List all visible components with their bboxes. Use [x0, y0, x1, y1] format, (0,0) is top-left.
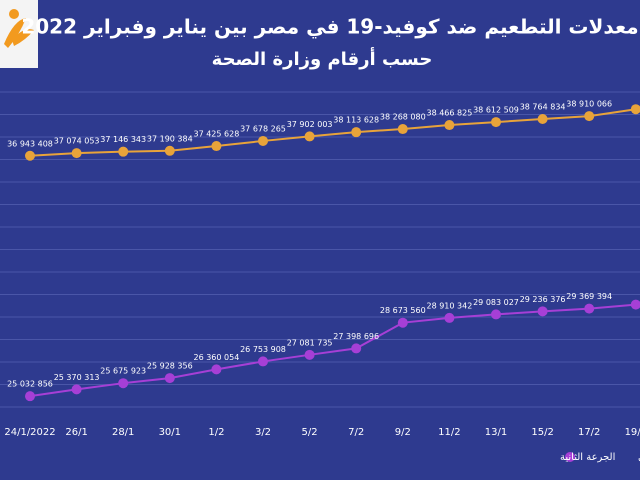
data-label: 37 425 628	[193, 130, 239, 139]
data-label: 36 943 408	[7, 139, 53, 148]
data-point	[258, 135, 268, 146]
grid	[0, 91, 640, 408]
data-point	[630, 299, 640, 310]
series-line	[29, 108, 636, 157]
data-label: 27 081 735	[287, 338, 333, 347]
data-label: 37 074 053	[54, 137, 100, 146]
data-point	[351, 343, 362, 354]
data-point	[491, 309, 501, 320]
data-label: 38 910 066	[566, 100, 612, 109]
x-tick-label: 9/2	[395, 427, 411, 438]
data-label: 25 370 313	[54, 373, 100, 382]
data-point	[444, 312, 455, 323]
data-label: 26 360 054	[193, 353, 239, 362]
data-label: 37 190 384	[147, 134, 193, 143]
data-label: 28 673 560	[380, 306, 426, 315]
legend-label: الجرعة الثانية	[560, 452, 615, 463]
data-point	[351, 127, 362, 138]
data-point	[397, 124, 408, 135]
data-label: 29 083 027	[473, 298, 519, 307]
plot: 24/1/2022 26/1 28/1 30/1 1/2 3/2 5/2 7/2 9/2 11/2…	[4, 100, 640, 438]
chart-subtitle: حسب أرقام وزارة الصحة	[212, 47, 433, 70]
x-tick-label: 17/2	[578, 427, 600, 438]
data-point	[584, 111, 595, 122]
data-label: 37 902 003	[287, 120, 333, 129]
data-point	[211, 141, 222, 152]
legend: الجرعة الأولى الجرعة الثانية	[560, 450, 640, 463]
data-point	[118, 378, 129, 389]
data-point	[164, 145, 175, 156]
data-point	[71, 384, 82, 395]
x-tick-label: 11/2	[438, 427, 460, 438]
x-tick-label: 7/2	[348, 427, 364, 438]
data-point	[71, 148, 82, 159]
data-point	[258, 356, 268, 367]
data-point	[25, 150, 35, 161]
data-point	[118, 146, 129, 157]
data-point	[164, 373, 175, 384]
data-label: 38 612 509	[473, 106, 519, 115]
series-line	[29, 303, 636, 398]
x-tick-label: 19/2	[625, 427, 640, 438]
data-point	[25, 391, 35, 402]
data-label: 25 032 856	[7, 380, 53, 389]
x-tick-label: 24/1/2022	[4, 427, 55, 438]
x-tick-label: 28/1	[112, 427, 134, 438]
data-point	[304, 131, 315, 142]
legend-marker	[565, 452, 575, 462]
data-label: 29 236 376	[520, 295, 566, 304]
data-label: 26 753 908	[240, 345, 286, 354]
data-point	[304, 349, 315, 360]
data-label: 29 369 394	[566, 292, 612, 301]
x-tick-label: 26/1	[65, 427, 87, 438]
x-tick-label: 5/2	[302, 427, 318, 438]
data-point	[444, 120, 455, 131]
data-label: 25 928 356	[147, 362, 193, 371]
x-tick-label: 15/2	[531, 427, 553, 438]
data-point	[630, 104, 640, 115]
data-label: 25 675 923	[100, 367, 146, 376]
data-point	[211, 364, 222, 375]
data-label: 38 268 080	[380, 113, 426, 122]
data-point	[397, 317, 408, 328]
data-point	[491, 117, 501, 128]
data-point	[537, 306, 548, 317]
logo	[0, 0, 38, 68]
data-label: 38 113 628	[333, 116, 379, 125]
data-label: 37 146 343	[100, 135, 146, 144]
legend-label: الجرعة الأولى	[638, 450, 640, 463]
data-label: 28 910 342	[426, 301, 472, 310]
data-label: 27 398 696	[333, 332, 379, 341]
x-tick-label: 1/2	[208, 427, 224, 438]
x-tick-label: 13/1	[485, 427, 507, 438]
data-label: 38 764 834	[520, 103, 566, 112]
x-tick-label: 30/1	[159, 427, 181, 438]
data-point	[584, 303, 595, 314]
chart-title: معدلات التطعيم ضد كوفيد-19 في مصر بين ين…	[21, 15, 638, 40]
data-label: 38 466 825	[426, 109, 472, 118]
data-point	[537, 114, 548, 125]
data-label: 37 678 265	[240, 124, 286, 133]
x-tick-label: 3/2	[255, 427, 271, 438]
